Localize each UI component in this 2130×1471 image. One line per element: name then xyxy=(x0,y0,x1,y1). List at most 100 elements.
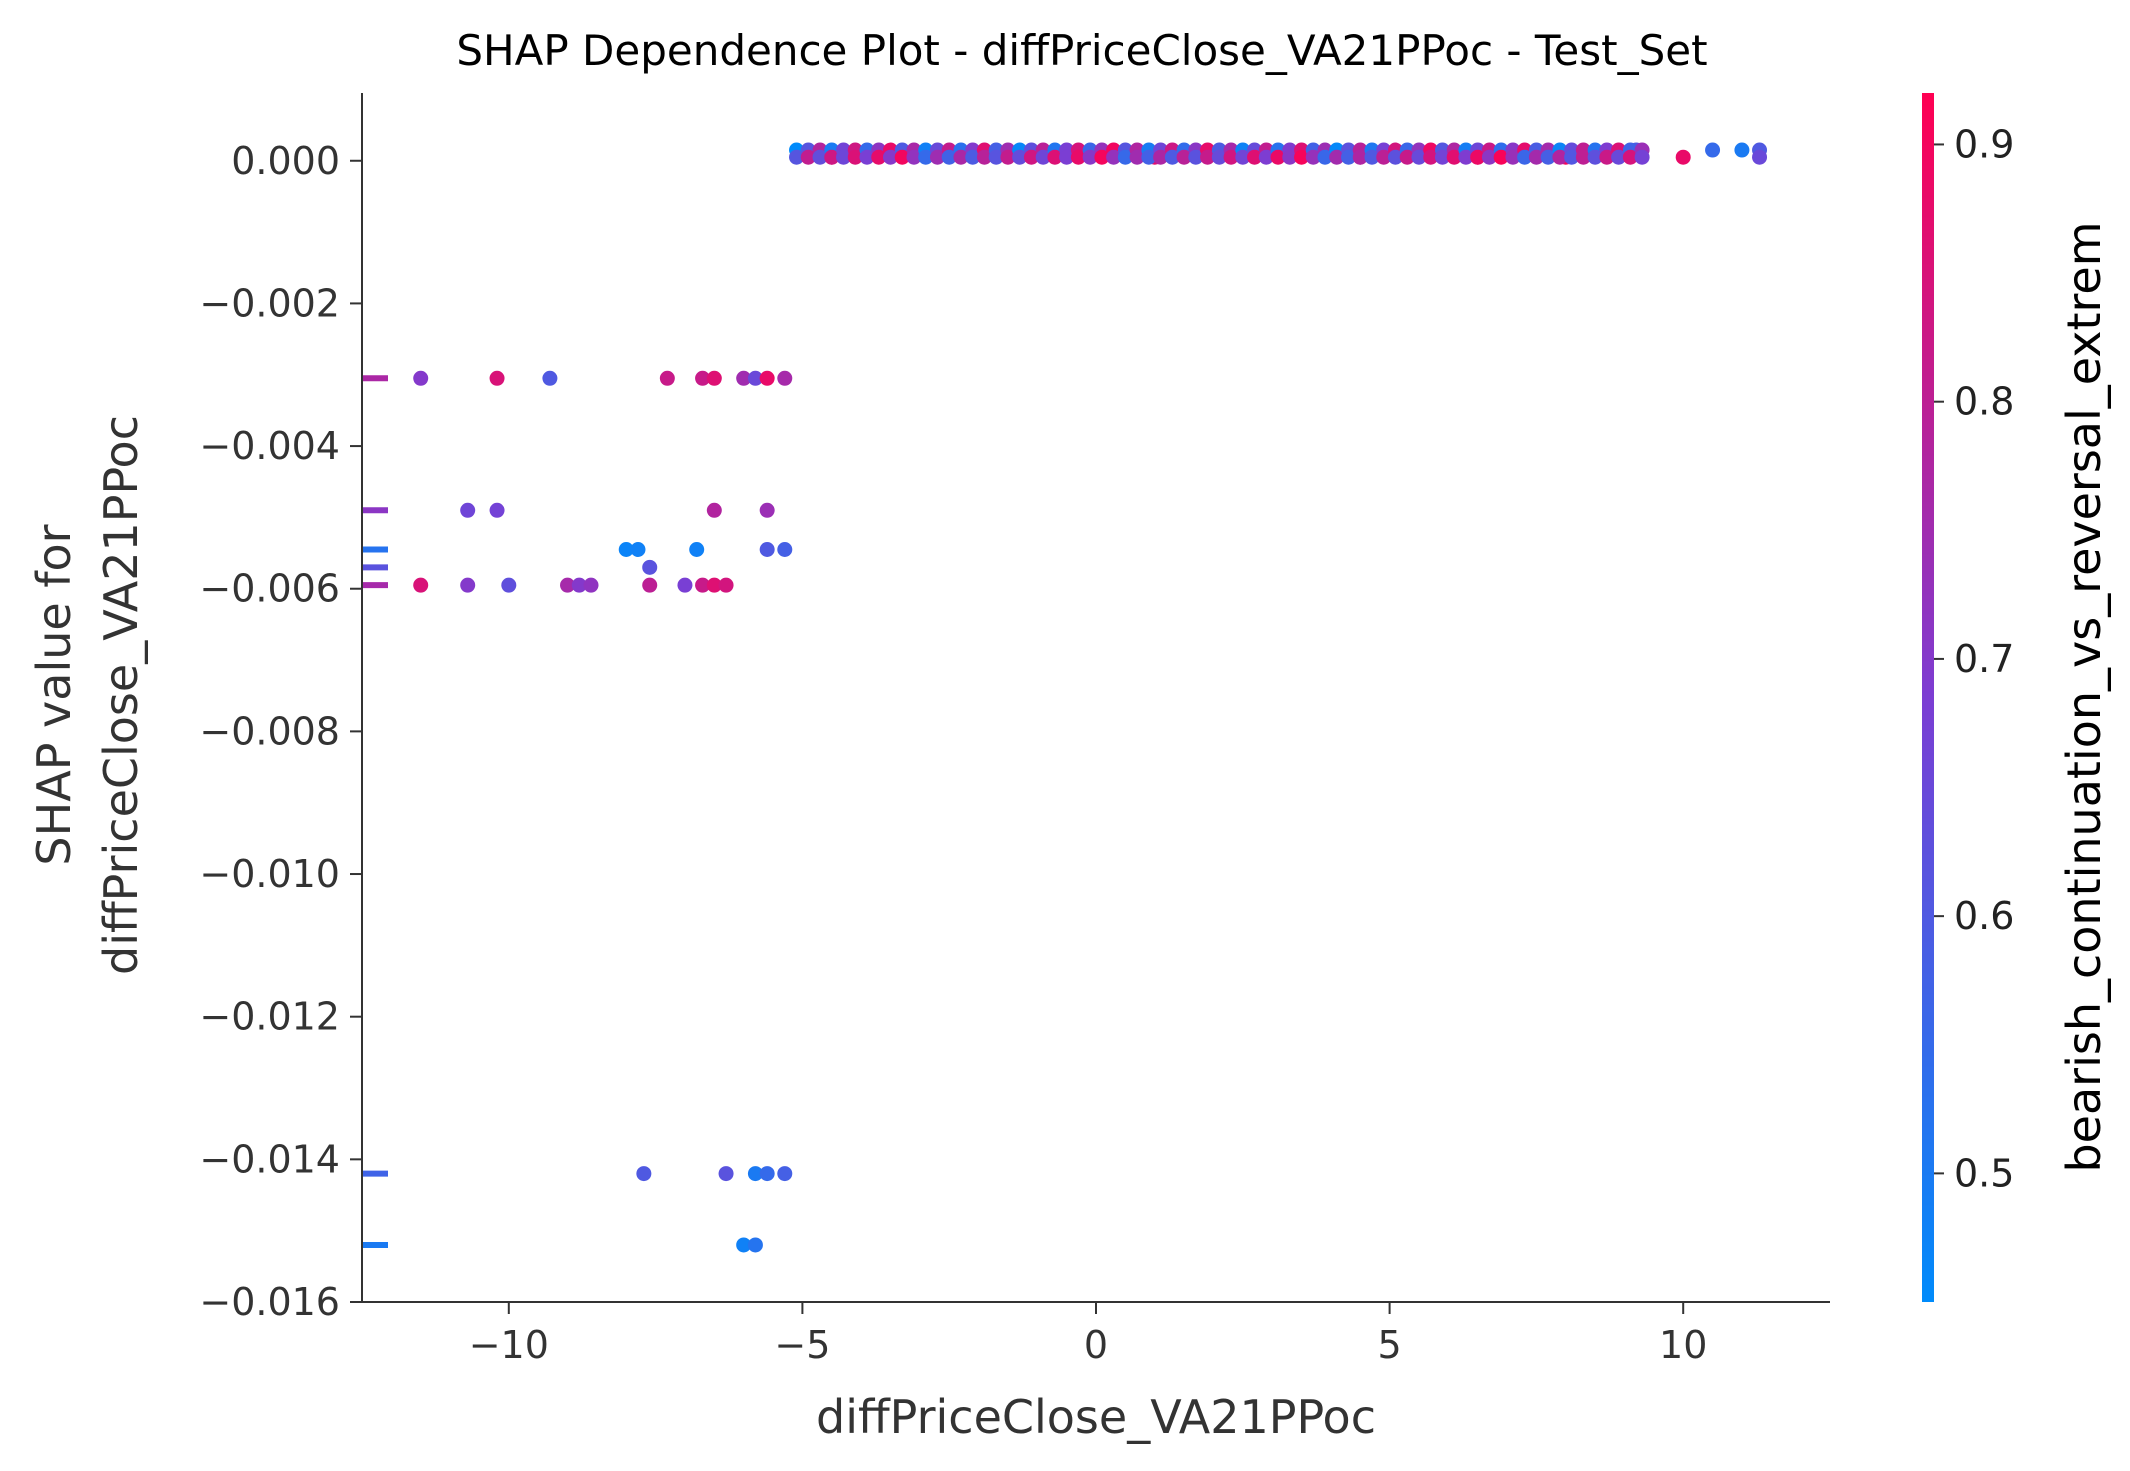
data-point xyxy=(1153,149,1169,165)
data-point xyxy=(1552,149,1568,165)
x-axis-title: diffPriceClose_VA21PPoc xyxy=(816,1390,1376,1444)
data-point xyxy=(677,577,693,593)
data-point xyxy=(1634,149,1650,165)
data-point xyxy=(460,502,476,518)
y-tick-label: −0.008 xyxy=(199,709,340,753)
colorbar-title: bearish_continuation_vs_reversal_extrem xyxy=(2057,221,2111,1172)
data-point xyxy=(1622,149,1638,165)
data-point xyxy=(1047,149,1063,165)
data-point xyxy=(1493,149,1509,165)
data-point xyxy=(1294,149,1310,165)
data-point xyxy=(1188,149,1204,165)
data-point xyxy=(747,1166,763,1182)
data-point xyxy=(1517,149,1533,165)
data-point xyxy=(489,502,505,518)
y-tick-label: −0.006 xyxy=(199,567,340,611)
data-point xyxy=(777,1166,793,1182)
y-tick-label: −0.014 xyxy=(199,1137,340,1181)
data-point xyxy=(1270,149,1286,165)
data-point xyxy=(706,577,722,593)
data-point xyxy=(1752,149,1768,165)
colorbar-tick-label: 0.6 xyxy=(1954,894,2014,938)
data-point xyxy=(965,149,981,165)
data-point xyxy=(759,370,775,386)
data-point xyxy=(706,370,722,386)
data-point xyxy=(1282,149,1298,165)
data-point xyxy=(789,149,805,165)
data-point xyxy=(1000,149,1016,165)
data-point xyxy=(1411,149,1427,165)
data-point xyxy=(695,370,711,386)
data-point xyxy=(1070,149,1086,165)
colorbar-ticks: 0.5 0.6 0.7 0.8 0.9 xyxy=(1934,122,2014,1195)
y-tick-label: −0.010 xyxy=(199,852,340,896)
data-point xyxy=(777,370,793,386)
data-point xyxy=(1141,149,1157,165)
data-point xyxy=(759,502,775,518)
data-point xyxy=(1012,149,1028,165)
x-tick-label: 0 xyxy=(1084,1323,1108,1367)
data-point xyxy=(812,149,828,165)
data-point xyxy=(718,1166,734,1182)
data-point xyxy=(918,149,934,165)
data-point xyxy=(642,559,658,575)
colorbar-tick-label: 0.7 xyxy=(1954,637,2014,681)
colorbar-tick-label: 0.5 xyxy=(1954,1151,2014,1195)
data-point xyxy=(1423,149,1439,165)
data-point xyxy=(618,541,634,557)
data-point xyxy=(736,1237,752,1253)
data-point xyxy=(1675,149,1691,165)
data-point xyxy=(1611,149,1627,165)
data-point xyxy=(1528,149,1544,165)
data-point xyxy=(777,541,793,557)
data-point xyxy=(1200,149,1216,165)
colorbar-tick-label: 0.8 xyxy=(1954,380,2014,424)
data-point xyxy=(1399,149,1415,165)
x-tick-label: −5 xyxy=(774,1323,830,1367)
data-point xyxy=(1446,149,1462,165)
data-point xyxy=(976,149,992,165)
colorbar xyxy=(1922,93,1934,1302)
chart-title: SHAP Dependence Plot - diffPriceClose_VA… xyxy=(456,26,1707,75)
data-point xyxy=(1734,142,1750,158)
data-point xyxy=(659,370,675,386)
y-tick-label: 0.000 xyxy=(231,139,340,183)
data-point xyxy=(1705,142,1721,158)
data-point xyxy=(1564,149,1580,165)
data-point xyxy=(1211,149,1227,165)
data-point xyxy=(894,149,910,165)
data-point xyxy=(1599,149,1615,165)
data-point xyxy=(413,370,429,386)
data-point xyxy=(1387,149,1403,165)
data-point xyxy=(859,149,875,165)
data-point xyxy=(759,1166,775,1182)
data-point xyxy=(1023,149,1039,165)
data-point xyxy=(1364,149,1380,165)
data-point xyxy=(800,149,816,165)
y-tick-label: −0.002 xyxy=(199,281,340,325)
data-point xyxy=(1329,149,1345,165)
data-point xyxy=(1106,149,1122,165)
data-point xyxy=(836,149,852,165)
data-point xyxy=(1094,149,1110,165)
data-point xyxy=(1575,149,1591,165)
data-point xyxy=(1470,149,1486,165)
data-point xyxy=(1059,149,1075,165)
data-point xyxy=(759,541,775,557)
data-point xyxy=(718,577,734,593)
data-point xyxy=(1587,149,1603,165)
data-point xyxy=(571,577,587,593)
y-rug-marks xyxy=(362,375,388,1248)
data-point xyxy=(583,577,599,593)
data-point xyxy=(953,149,969,165)
data-point xyxy=(460,577,476,593)
data-point xyxy=(1176,149,1192,165)
data-point xyxy=(906,149,922,165)
data-point xyxy=(1458,149,1474,165)
data-point xyxy=(1035,149,1051,165)
y-axis-ticks: 0.000 −0.002 −0.004 −0.006 −0.008 −0.010 −0.01… xyxy=(199,139,362,1324)
data-point xyxy=(1082,149,1098,165)
y-tick-label: −0.016 xyxy=(199,1280,340,1324)
x-axis-ticks: −10 −5 0 5 10 xyxy=(469,1302,1707,1367)
